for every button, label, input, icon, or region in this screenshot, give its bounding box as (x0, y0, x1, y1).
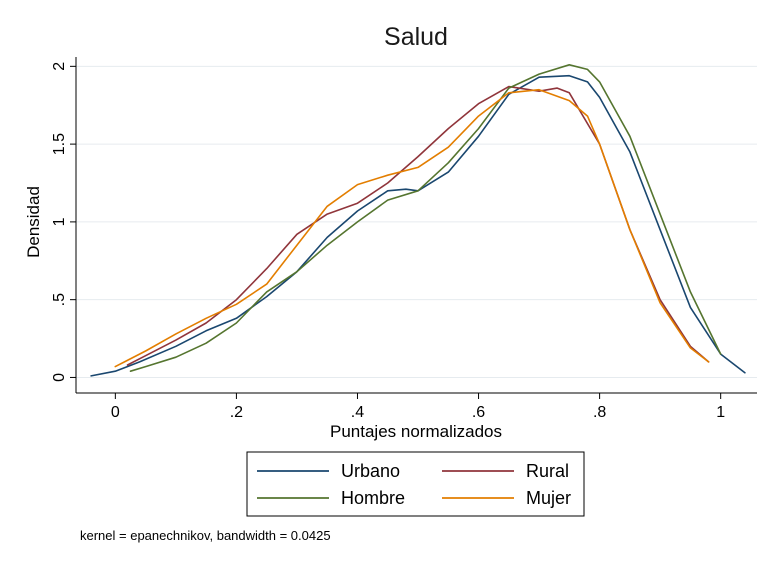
legend-label-urbano: Urbano (341, 461, 400, 481)
gridlines (76, 65, 757, 378)
series-line-mujer (114, 88, 710, 368)
y-axis-label: Densidad (24, 186, 43, 258)
axes: 0 .5 1 1.5 2 0 .2 .4 .6 .8 1 (51, 57, 757, 421)
legend: Urbano Rural Hombre Mujer (257, 461, 571, 508)
legend-label-hombre: Hombre (341, 488, 405, 508)
y-tick-label: 1.5 (51, 133, 68, 155)
x-axis-label: Puntajes normalizados (330, 422, 502, 441)
x-tick-label: .4 (351, 404, 364, 421)
y-tick-label: 2 (51, 62, 68, 71)
series-line-urbano (90, 74, 746, 377)
y-tick-label: 0 (51, 373, 68, 382)
chart-note: kernel = epanechnikov, bandwidth = 0.042… (80, 528, 331, 543)
series-lines (90, 64, 746, 377)
legend-label-rural: Rural (526, 461, 569, 481)
x-tick-label: 1 (716, 404, 725, 421)
x-tick-label: 0 (111, 404, 120, 421)
x-tick-label: .2 (230, 404, 243, 421)
series-line-hombre (129, 64, 722, 372)
legend-box (246, 451, 585, 517)
x-tick-label: .6 (472, 404, 485, 421)
y-tick-label: 1 (51, 217, 68, 226)
legend-label-mujer: Mujer (526, 488, 571, 508)
y-tick-label: .5 (51, 293, 68, 306)
chart-title: Salud (384, 23, 448, 51)
x-tick-label: .8 (593, 404, 606, 421)
series-line-rural (126, 85, 710, 366)
